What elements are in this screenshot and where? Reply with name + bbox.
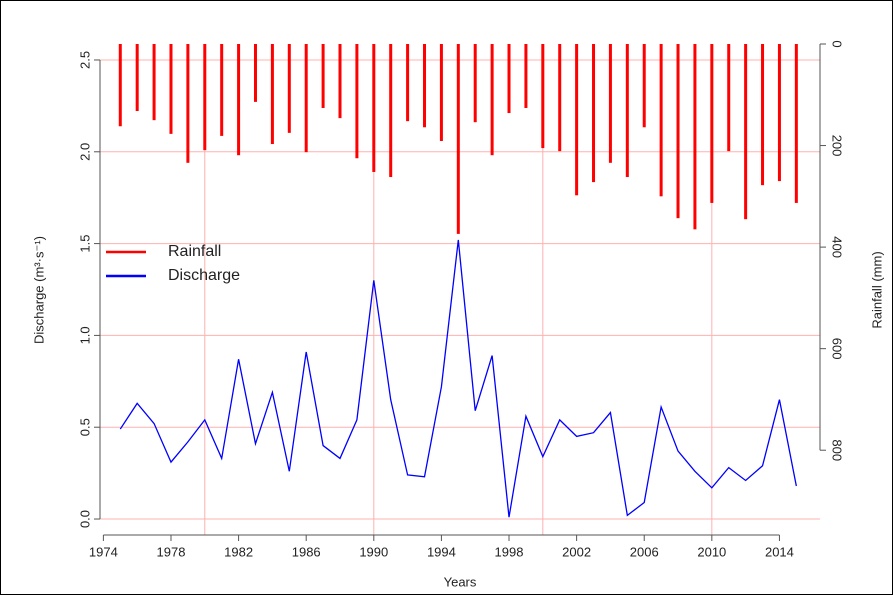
- rainfall-bar: [761, 44, 765, 186]
- y-tick-label: 0.5: [77, 418, 92, 436]
- x-tick-label: 1994: [427, 544, 456, 559]
- x-tick-label: 1986: [292, 544, 321, 559]
- rainfall-bar: [558, 44, 562, 152]
- y-tick-label: 1.5: [77, 235, 92, 253]
- rainfall-bar: [321, 44, 325, 108]
- x-tick-label: 1978: [157, 544, 186, 559]
- rainfall-bar: [389, 44, 393, 178]
- rainfall-bar: [203, 44, 207, 151]
- x-tick-label: 2002: [562, 544, 591, 559]
- rainfall-bar: [642, 44, 646, 128]
- rainfall-bar: [473, 44, 477, 123]
- legend-label: Discharge: [168, 267, 240, 284]
- x-tick-label: 1974: [89, 544, 118, 559]
- rainfall-bar: [592, 44, 596, 183]
- x-tick-label: 1990: [359, 544, 388, 559]
- rainfall-bar: [625, 44, 629, 178]
- legend-label: Rainfall: [168, 243, 221, 260]
- rainfall-bar: [118, 44, 122, 127]
- rainfall-bar: [507, 44, 511, 114]
- rainfall-bar: [541, 44, 545, 149]
- y2-tick-label: 200: [830, 135, 845, 157]
- rainfall-bar: [710, 44, 714, 203]
- rainfall-bar: [237, 44, 241, 156]
- rainfall-bar: [524, 44, 528, 108]
- rainfall-bar: [777, 44, 781, 182]
- rainfall-bar: [490, 44, 494, 156]
- x-tick-label: 2006: [630, 544, 659, 559]
- x-axis-label: Years: [444, 574, 477, 589]
- x-tick-label: 1998: [495, 544, 524, 559]
- y2-tick-label: 0: [830, 40, 845, 47]
- rainfall-bar: [355, 44, 359, 159]
- x-tick-label: 2014: [765, 544, 794, 559]
- rainfall-bar: [423, 44, 427, 128]
- y-tick-label: 0.0: [77, 510, 92, 528]
- rainfall-bar: [152, 44, 156, 121]
- y2-tick-label: 400: [830, 236, 845, 258]
- rainfall-bar: [693, 44, 697, 230]
- y2-tick-label: 800: [830, 439, 845, 461]
- rainfall-bar: [287, 44, 291, 133]
- x-tick-label: 2010: [697, 544, 726, 559]
- rainfall-bar: [338, 44, 342, 119]
- y-tick-label: 2.5: [77, 51, 92, 69]
- rainfall-bar: [744, 44, 748, 220]
- rainfall-bar: [186, 44, 190, 163]
- y2-axis-label: Rainfall (mm): [869, 251, 884, 328]
- x-tick-label: 1982: [224, 544, 253, 559]
- rainfall-bar: [304, 44, 308, 153]
- rainfall-bar: [794, 44, 798, 203]
- rainfall-bar: [439, 44, 443, 141]
- rainfall-bar: [575, 44, 579, 196]
- rainfall-bar: [456, 44, 460, 234]
- rainfall-bar: [270, 44, 274, 145]
- rainfall-bar: [659, 44, 663, 197]
- y-tick-label: 2.0: [77, 143, 92, 161]
- rainfall-bar: [727, 44, 731, 152]
- y2-tick-label: 600: [830, 338, 845, 360]
- rainfall-bar: [135, 44, 139, 112]
- rainfall-bar: [608, 44, 612, 163]
- discharge-line: [119, 239, 797, 518]
- rainfall-bar: [372, 44, 376, 172]
- y-tick-label: 1.0: [77, 326, 92, 344]
- rainfall-bar: [676, 44, 680, 219]
- rainfall-bar: [253, 44, 257, 102]
- rainfall-bar: [406, 44, 410, 122]
- y-axis-label: Discharge (m³·s⁻¹): [31, 236, 46, 344]
- rainfall-bar: [220, 44, 224, 136]
- rainfall-bar: [169, 44, 173, 134]
